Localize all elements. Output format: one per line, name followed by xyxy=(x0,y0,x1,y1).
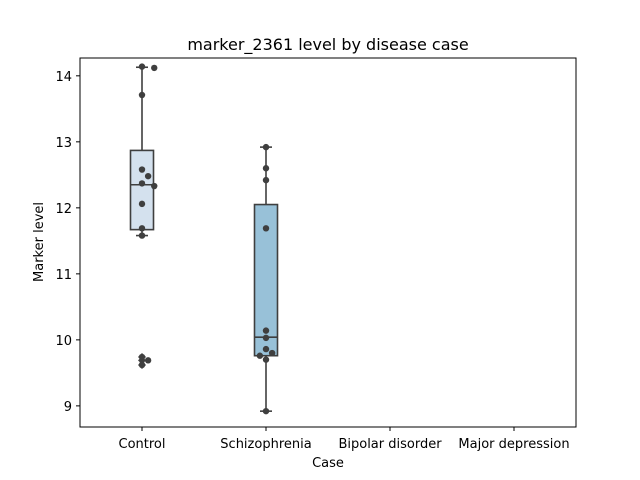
plot-frame xyxy=(79,57,577,428)
data-point xyxy=(151,64,158,72)
x-tick-label: Bipolar disorder xyxy=(338,437,442,452)
data-point xyxy=(268,349,276,357)
data-point xyxy=(138,166,146,173)
x-tick-label: Control xyxy=(119,437,166,452)
x-tick-label: Schizophrenia xyxy=(220,437,311,452)
y-axis-label: Marker level xyxy=(32,202,47,282)
data-point xyxy=(262,345,270,353)
data-point xyxy=(262,176,270,184)
chart-title: marker_2361 level by disease case xyxy=(187,35,468,55)
data-point xyxy=(262,334,270,342)
y-tick-label: 12 xyxy=(55,202,72,217)
x-axis-label: Case xyxy=(312,456,344,471)
swarm-schizophrenia xyxy=(256,143,276,415)
iqr-box xyxy=(129,149,155,231)
box-control xyxy=(129,66,155,369)
swarm-control xyxy=(138,63,158,369)
y-tick-label: 9 xyxy=(64,400,72,415)
x-tick-label: Major depression xyxy=(458,437,569,452)
y-axis: 9 10 11 12 13 14 xyxy=(55,70,80,415)
y-tick-label: 11 xyxy=(55,268,72,283)
data-point xyxy=(138,353,146,361)
box-schizophrenia xyxy=(253,146,279,412)
y-tick-label: 13 xyxy=(55,136,72,151)
data-point xyxy=(138,180,146,187)
plot-area xyxy=(129,63,279,415)
data-point xyxy=(138,91,146,99)
data-point xyxy=(262,407,270,415)
data-point xyxy=(138,200,146,208)
data-point xyxy=(262,327,270,334)
data-point xyxy=(262,143,270,151)
data-point xyxy=(262,225,270,232)
iqr-box xyxy=(253,203,279,357)
data-point xyxy=(138,63,146,70)
data-point xyxy=(262,165,270,172)
data-point xyxy=(151,182,158,190)
y-tick-label: 10 xyxy=(55,334,72,349)
data-point xyxy=(144,357,152,364)
data-point xyxy=(256,352,264,359)
data-point xyxy=(138,361,146,369)
y-tick-label: 14 xyxy=(55,70,72,85)
data-point xyxy=(262,356,270,363)
x-axis: Control Schizophrenia Bipolar disorder Majo… xyxy=(119,427,570,452)
data-point xyxy=(138,232,146,239)
data-point xyxy=(138,225,146,232)
data-point xyxy=(144,172,152,180)
